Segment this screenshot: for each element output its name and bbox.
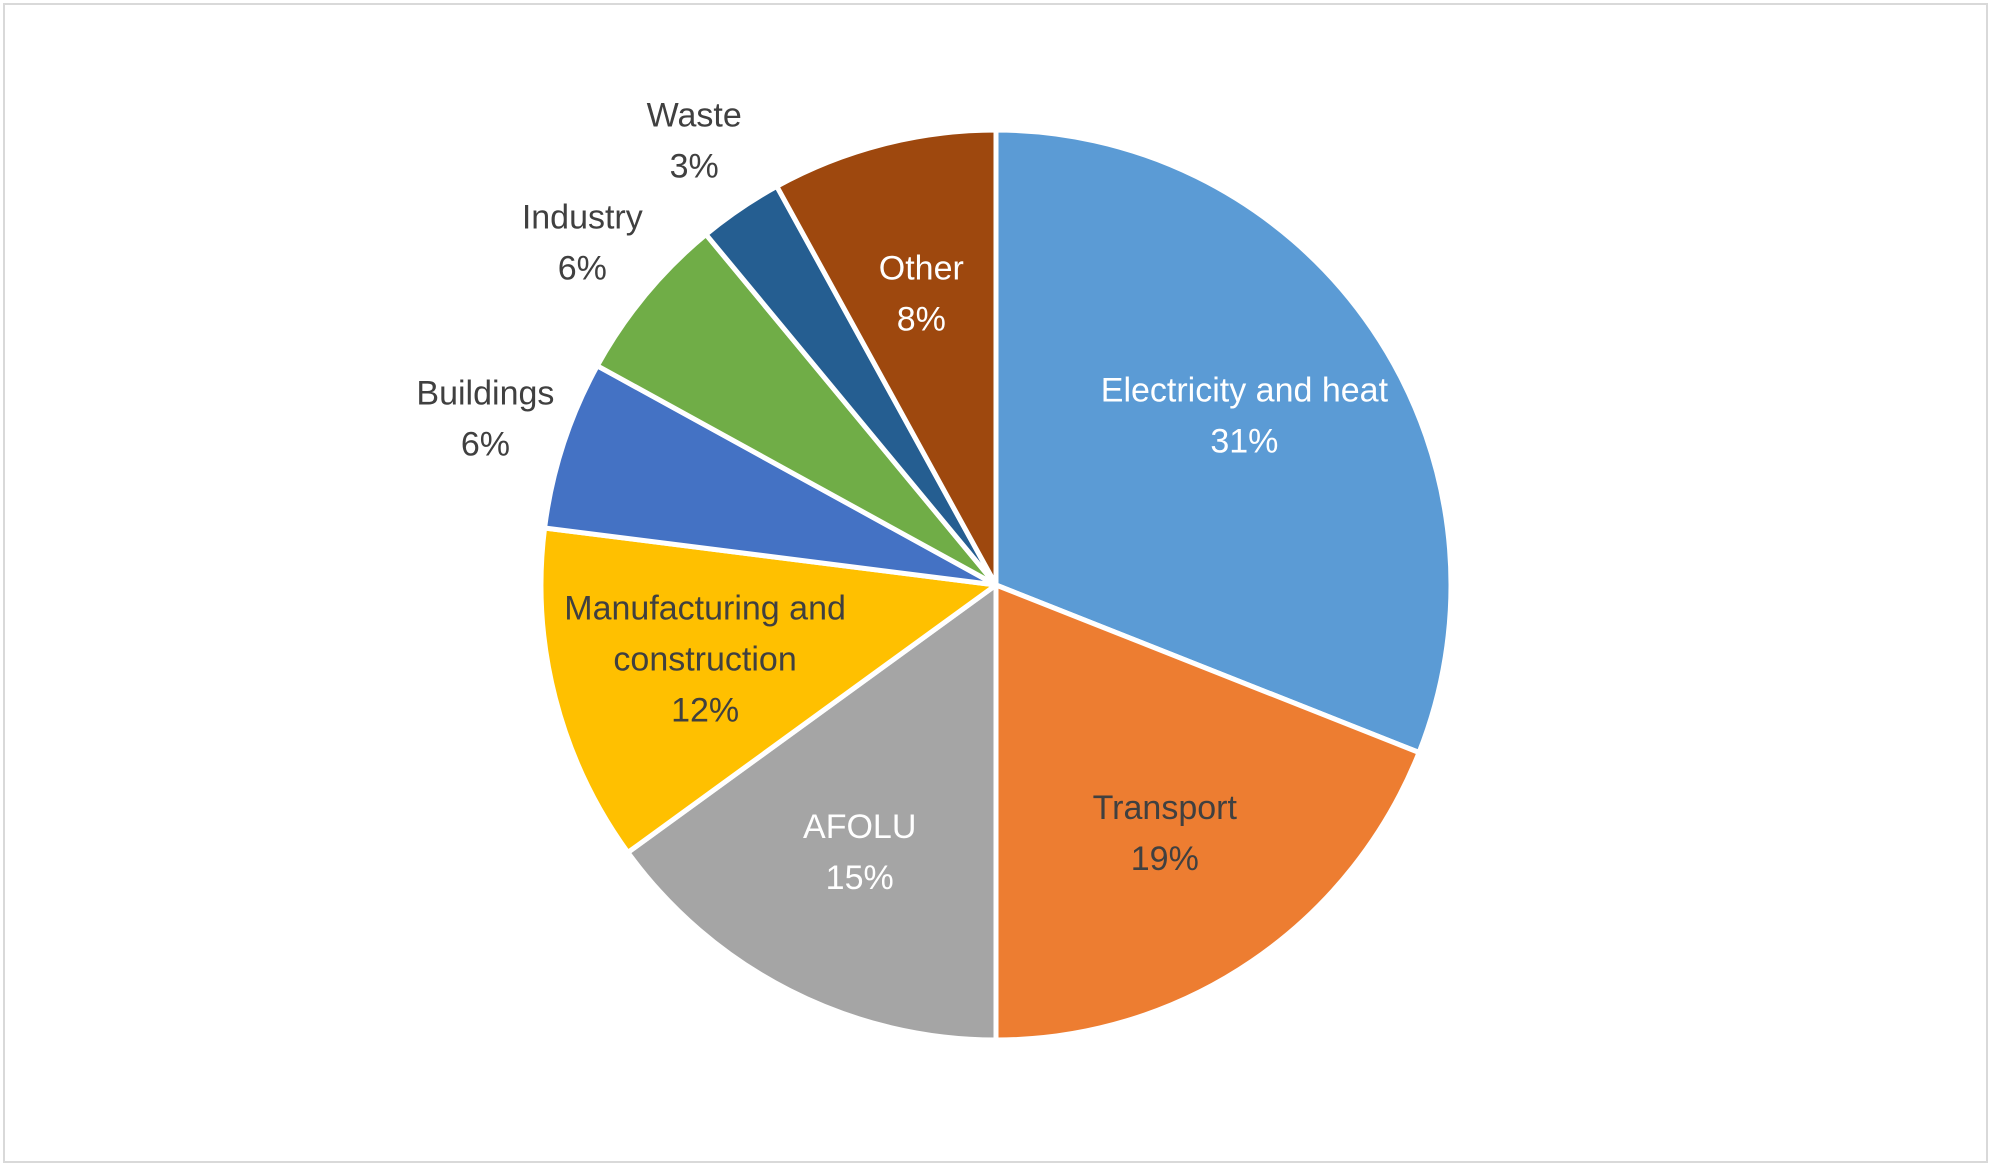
slice-value-other: 8% bbox=[897, 301, 946, 339]
data-label-manufacturing-and-construction: Manufacturing and construction 12% bbox=[564, 590, 846, 730]
data-label-transport: Transport 19% bbox=[1093, 789, 1238, 878]
data-label-electricity-and-heat: Electricity and heat 31% bbox=[1101, 372, 1389, 461]
slice-name-buildings: Buildings bbox=[416, 375, 554, 413]
slice-name-electricity-and-heat: Electricity and heat bbox=[1101, 372, 1389, 410]
slice-value-transport: 19% bbox=[1131, 840, 1199, 878]
slice-value-industry: 6% bbox=[558, 249, 607, 287]
slice-name-manufacturing-and-construction: Manufacturing and bbox=[564, 590, 846, 628]
pie-slice-transport bbox=[993, 582, 1422, 1043]
slice-name-transport: Transport bbox=[1093, 789, 1238, 827]
pie-slice-afolu bbox=[625, 582, 999, 1043]
slice-name-afolu: AFOLU bbox=[803, 808, 916, 846]
data-label-buildings: Buildings 6% bbox=[416, 375, 554, 464]
slice-name-waste: Waste bbox=[647, 96, 742, 134]
data-label-industry: Industry 6% bbox=[522, 198, 643, 287]
slice-value-waste: 3% bbox=[670, 147, 719, 185]
data-label-waste: Waste 3% bbox=[647, 96, 742, 185]
slice-value-manufacturing-and-construction: 12% bbox=[671, 692, 739, 730]
pie-slice-other bbox=[774, 127, 999, 588]
slice-name-manufacturing-and-construction: construction bbox=[613, 641, 796, 679]
slice-value-electricity-and-heat: 31% bbox=[1210, 423, 1278, 461]
pie-slice-buildings bbox=[542, 363, 999, 588]
data-label-afolu: AFOLU 15% bbox=[803, 808, 916, 897]
pie-slice-manufacturing-and-construction bbox=[538, 525, 999, 855]
data-label-other: Other 8% bbox=[879, 250, 964, 339]
slice-value-afolu: 15% bbox=[826, 859, 894, 897]
pie-slice-electricity-and-heat bbox=[993, 127, 1454, 755]
slice-name-industry: Industry bbox=[522, 198, 643, 236]
slice-value-buildings: 6% bbox=[461, 426, 510, 464]
slice-name-other: Other bbox=[879, 250, 964, 288]
pie-slice-industry bbox=[594, 231, 999, 588]
